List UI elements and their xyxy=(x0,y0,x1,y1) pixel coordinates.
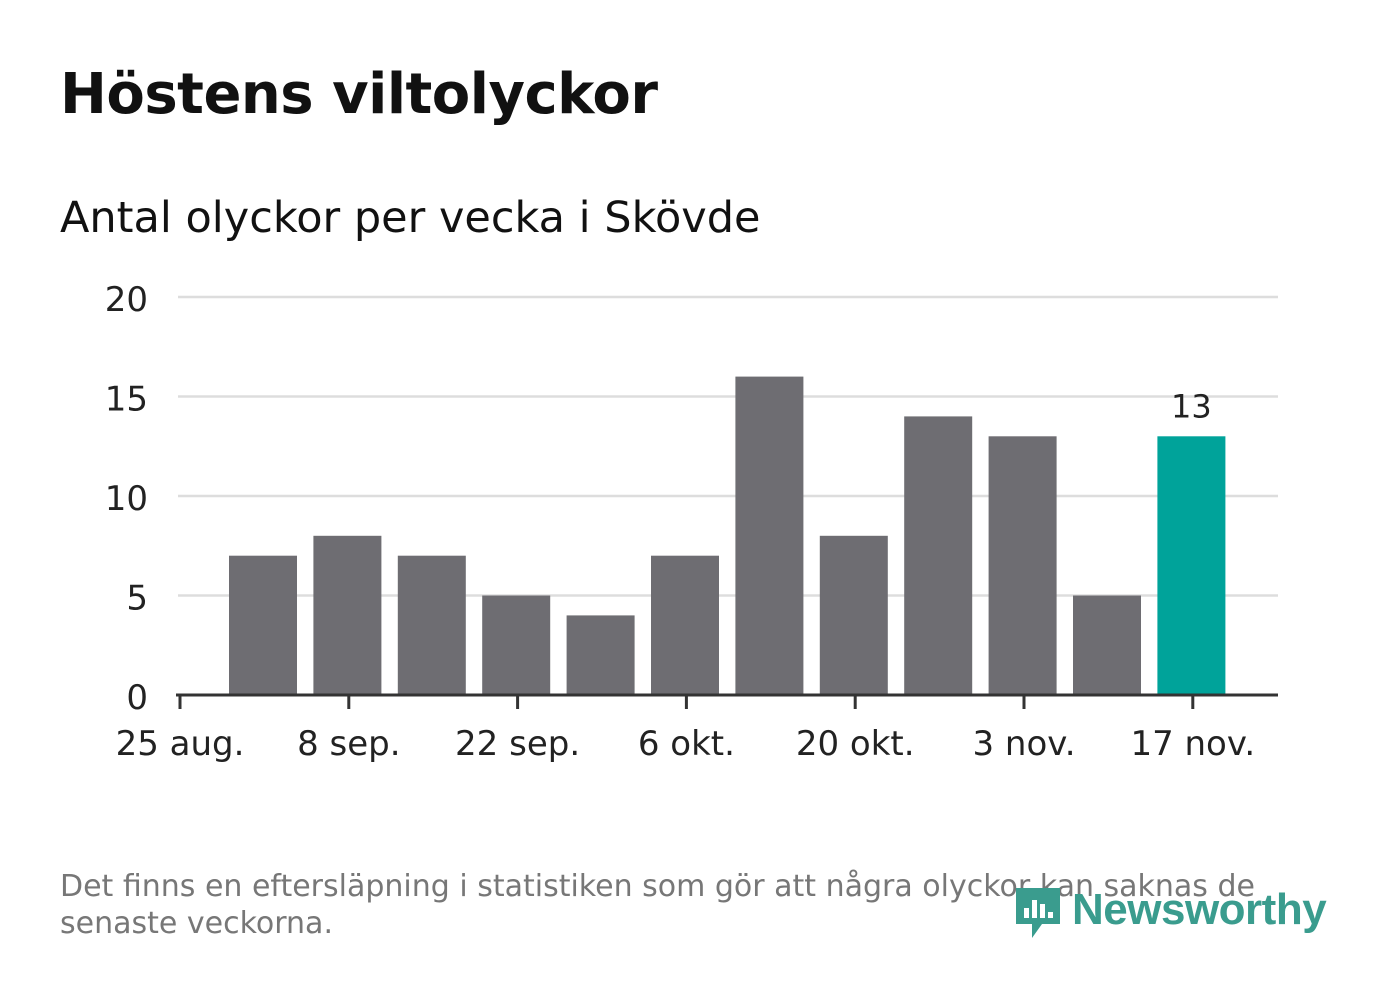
bar xyxy=(313,535,382,695)
x-tick-label: 25 aug. xyxy=(116,724,245,764)
bar-highlight xyxy=(1157,436,1226,695)
bar xyxy=(397,555,466,695)
newsworthy-logo-icon xyxy=(1016,888,1060,938)
bar xyxy=(651,555,719,695)
x-tick-label: 20 okt. xyxy=(796,724,915,764)
chart-title: Höstens viltolyckor xyxy=(60,62,658,127)
y-tick-label: 5 xyxy=(126,579,148,619)
bar xyxy=(1073,595,1141,695)
bar xyxy=(566,615,635,695)
newsworthy-logo: Newsworthy xyxy=(1012,878,1332,942)
data-label: 13 xyxy=(1171,387,1212,425)
x-tick-label: 22 sep. xyxy=(455,724,580,764)
bar xyxy=(229,555,297,695)
x-tick-label: 3 nov. xyxy=(972,724,1075,764)
x-tick-label: 8 sep. xyxy=(297,724,400,764)
logo-text: Newsworthy xyxy=(1072,885,1327,934)
bar xyxy=(904,416,973,695)
bar xyxy=(819,535,888,695)
y-tick-label: 20 xyxy=(105,280,148,320)
bar xyxy=(482,595,551,695)
x-tick-label: 17 nov. xyxy=(1130,724,1255,764)
bar xyxy=(988,436,1057,695)
y-tick-label: 0 xyxy=(126,678,148,718)
chart-subtitle: Antal olyckor per vecka i Skövde xyxy=(60,193,761,243)
x-tick-label: 6 okt. xyxy=(638,724,735,764)
y-tick-label: 10 xyxy=(105,479,148,519)
footnote: Det finns en eftersläpning i statistiken… xyxy=(60,869,1255,941)
bar xyxy=(735,376,804,695)
y-tick-label: 15 xyxy=(105,380,148,420)
